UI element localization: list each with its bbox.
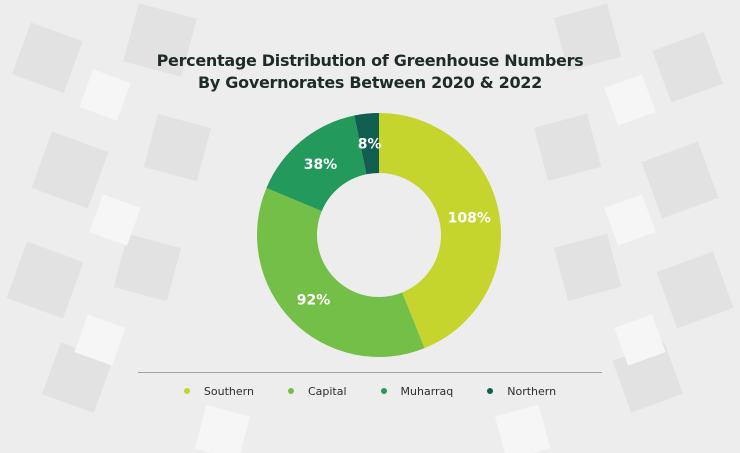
legend-label-muharraq: Muharraq xyxy=(400,384,454,398)
data-label-northern: 8% xyxy=(358,136,382,152)
legend-label-capital: Capital xyxy=(307,384,347,398)
legend-item-capital: Capital xyxy=(287,384,347,398)
data-label-muharraq: 38% xyxy=(304,157,338,173)
data-label-capital: 92% xyxy=(297,293,331,309)
legend-item-southern: Southern xyxy=(183,384,254,398)
legend-divider xyxy=(138,372,602,373)
legend-item-muharraq: Muharraq xyxy=(380,384,454,398)
slice-northern xyxy=(354,113,379,175)
legend-label-northern: Northern xyxy=(507,384,557,398)
legend-item-northern: Northern xyxy=(487,385,556,398)
slice-southern xyxy=(379,113,501,349)
chart-title-line-2: By Governorates Between 2020 & 2022 xyxy=(198,73,542,92)
legend-swatch-capital xyxy=(287,388,294,394)
legend-swatch-northern xyxy=(487,388,494,394)
chart-title-line-1: Percentage Distribution of Greenhouse Nu… xyxy=(156,51,584,70)
data-label-southern: 108% xyxy=(448,210,491,226)
slice-capital xyxy=(257,187,425,357)
chart-legend: Southern Capital Muharraq Northern xyxy=(0,383,740,399)
slice-muharraq xyxy=(266,115,367,212)
chart-title: Percentage Distribution of Greenhouse Nu… xyxy=(0,50,740,94)
legend-label-southern: Southern xyxy=(203,384,254,398)
legend-swatch-muharraq xyxy=(380,388,387,394)
legend-swatch-southern xyxy=(183,388,190,394)
